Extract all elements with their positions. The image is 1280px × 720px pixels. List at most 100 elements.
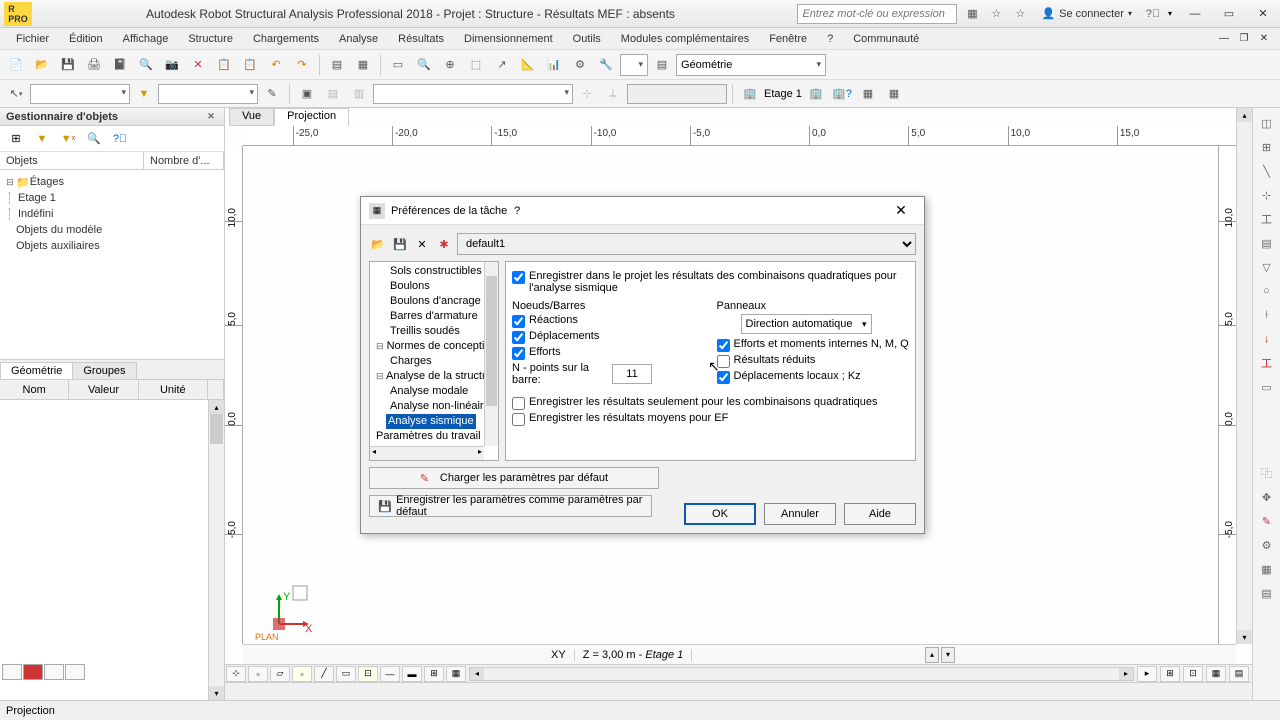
minimize-button[interactable]: —	[1178, 2, 1212, 26]
close-button[interactable]: ✕	[1246, 2, 1280, 26]
open-icon[interactable]: 📂	[30, 53, 54, 77]
view3d-icon[interactable]: ⬚	[464, 53, 488, 77]
selection-combo-2[interactable]	[158, 84, 258, 104]
rt-section-icon[interactable]: 工	[1256, 208, 1278, 230]
preset-combo[interactable]: default1	[457, 233, 916, 255]
rt-support-icon[interactable]: ▽	[1256, 256, 1278, 278]
tree-row-indefini[interactable]: Indéfini	[4, 206, 220, 222]
funnel-x-icon[interactable]: ▼x	[58, 129, 78, 149]
plane-icon[interactable]: ▣	[295, 82, 319, 106]
menu-structure[interactable]: Structure	[178, 33, 243, 45]
tab-groupes[interactable]: Groupes	[72, 362, 136, 379]
tree-row-modele[interactable]: Objets du modèle	[4, 222, 220, 238]
panel-close-icon[interactable]: ✕	[204, 110, 218, 124]
mdi-close[interactable]: ✕	[1254, 31, 1274, 47]
grid-icon[interactable]: ▦	[963, 5, 981, 23]
chart-icon[interactable]: 📊	[542, 53, 566, 77]
col-nombre[interactable]: Nombre d'...	[144, 152, 224, 169]
empty-combo[interactable]	[620, 54, 648, 76]
mt3-icon[interactable]	[44, 664, 64, 680]
pointer-icon[interactable]: ↖▾	[4, 82, 28, 106]
menu-dimensionnement[interactable]: Dimensionnement	[454, 33, 563, 45]
table2-icon[interactable]: ▦	[882, 82, 906, 106]
gcol-unite[interactable]: Unité	[139, 380, 208, 399]
selection-combo-3[interactable]	[373, 84, 573, 104]
window-icon[interactable]: ▤	[325, 53, 349, 77]
mdi-minimize[interactable]: —	[1214, 31, 1234, 47]
ok-button[interactable]: OK	[684, 503, 756, 525]
copy-icon[interactable]: 📋	[212, 53, 236, 77]
snap4-icon[interactable]: ▫	[292, 666, 312, 682]
node-icon[interactable]: ⊹	[575, 82, 599, 106]
snap11-icon[interactable]: ▦	[446, 666, 466, 682]
search-input[interactable]	[797, 4, 957, 24]
link-icon[interactable]: ⟂	[601, 82, 625, 106]
menu-modules[interactable]: Modules complémentaires	[611, 33, 759, 45]
chk-quad[interactable]	[512, 397, 525, 410]
direction-combo[interactable]: Direction automatique	[741, 314, 872, 334]
menu-resultats[interactable]: Résultats	[388, 33, 454, 45]
maximize-button[interactable]: ▭	[1212, 2, 1246, 26]
snap7-icon[interactable]: ⊡	[358, 666, 378, 682]
menu-edition[interactable]: Édition	[59, 33, 113, 45]
undo-icon[interactable]: ↶	[264, 53, 288, 77]
wrench-icon[interactable]: 🔧	[594, 53, 618, 77]
rt-release-icon[interactable]: ○	[1256, 280, 1278, 302]
rt-bar-icon[interactable]: ╲	[1256, 160, 1278, 182]
tree-scroll-v[interactable]	[484, 262, 498, 446]
paste-icon[interactable]: 📋	[238, 53, 262, 77]
tree-scroll-h[interactable]: ◂ ▸	[370, 446, 484, 460]
help-button[interactable]: Aide	[844, 503, 916, 525]
signin-button[interactable]: 👤 Se connecter ▾	[1035, 7, 1138, 20]
snap8-icon[interactable]: —	[380, 666, 400, 682]
spin-down[interactable]: ▾	[941, 647, 955, 663]
grid-scrollbar[interactable]: ▴ ▾	[208, 400, 224, 700]
rt-move-icon[interactable]: ✥	[1256, 486, 1278, 508]
preset-reset-icon[interactable]: ✱	[435, 235, 453, 253]
nav1-icon[interactable]: ▸	[1137, 666, 1157, 682]
rt-table-icon[interactable]: ▦	[1256, 558, 1278, 580]
menu-fenetre[interactable]: Fenêtre	[759, 33, 817, 45]
rt-edit-icon[interactable]: ✎	[1256, 510, 1278, 532]
help-icon[interactable]: ?⃝	[1144, 5, 1162, 23]
rt-grid-icon[interactable]: ⊞	[1256, 136, 1278, 158]
nav3-icon[interactable]: ⊡	[1183, 666, 1203, 682]
grey2-icon[interactable]: ▥	[347, 82, 371, 106]
spin-up[interactable]: ▴	[925, 647, 939, 663]
dialog-titlebar[interactable]: ▦ Préférences de la tâche ? ✕	[361, 197, 924, 225]
cancel-button[interactable]: Annuler	[764, 503, 836, 525]
geometry-combo[interactable]: Géométrie	[676, 54, 826, 76]
select-icon[interactable]: ▭	[386, 53, 410, 77]
book-icon[interactable]: 📓	[108, 53, 132, 77]
menu-help[interactable]: ?	[817, 33, 843, 45]
tree-row-etages[interactable]: ⊟📁 Étages	[4, 174, 220, 190]
scroll-thumb[interactable]	[210, 414, 223, 444]
menu-fichier[interactable]: Fichier	[6, 33, 59, 45]
snap6-icon[interactable]: ▭	[336, 666, 356, 682]
hscroll-left[interactable]: ◂	[470, 668, 484, 680]
mt1-icon[interactable]	[2, 664, 22, 680]
npoints-input[interactable]	[612, 364, 652, 384]
help-panel-icon[interactable]: ?⃝	[110, 129, 130, 149]
menu-chargements[interactable]: Chargements	[243, 33, 329, 45]
viewport-scrollbar-v[interactable]: ▴ ▾	[1236, 108, 1252, 644]
vtab-vue[interactable]: Vue	[229, 108, 274, 126]
gcol-valeur[interactable]: Valeur	[69, 380, 138, 399]
chk-resultats-reduits[interactable]	[717, 355, 730, 368]
dialog-close-button[interactable]: ✕	[886, 202, 916, 219]
snap5-icon[interactable]: ╱	[314, 666, 334, 682]
rt-cube-icon[interactable]: ◫	[1256, 112, 1278, 134]
menu-affichage[interactable]: Affichage	[113, 33, 179, 45]
storey-add-icon[interactable]: 🏢	[804, 82, 828, 106]
snap1-icon[interactable]: ⊹	[226, 666, 246, 682]
storey-help-icon[interactable]: 🏢?	[830, 82, 854, 106]
chk-reactions[interactable]	[512, 315, 525, 328]
snap2-icon[interactable]: ▫	[248, 666, 268, 682]
chk-efforts[interactable]	[512, 347, 525, 360]
viewport-scrollbar-h[interactable]: ◂ ▸	[469, 667, 1134, 681]
chk-efforts-moments[interactable]	[717, 339, 730, 352]
mdi-restore[interactable]: ❐	[1234, 31, 1254, 47]
menu-communaute[interactable]: Communauté	[843, 33, 929, 45]
chk-moyens[interactable]	[512, 413, 525, 426]
btn-charger-defaut[interactable]: ✎Charger les paramètres par défaut	[369, 467, 659, 489]
